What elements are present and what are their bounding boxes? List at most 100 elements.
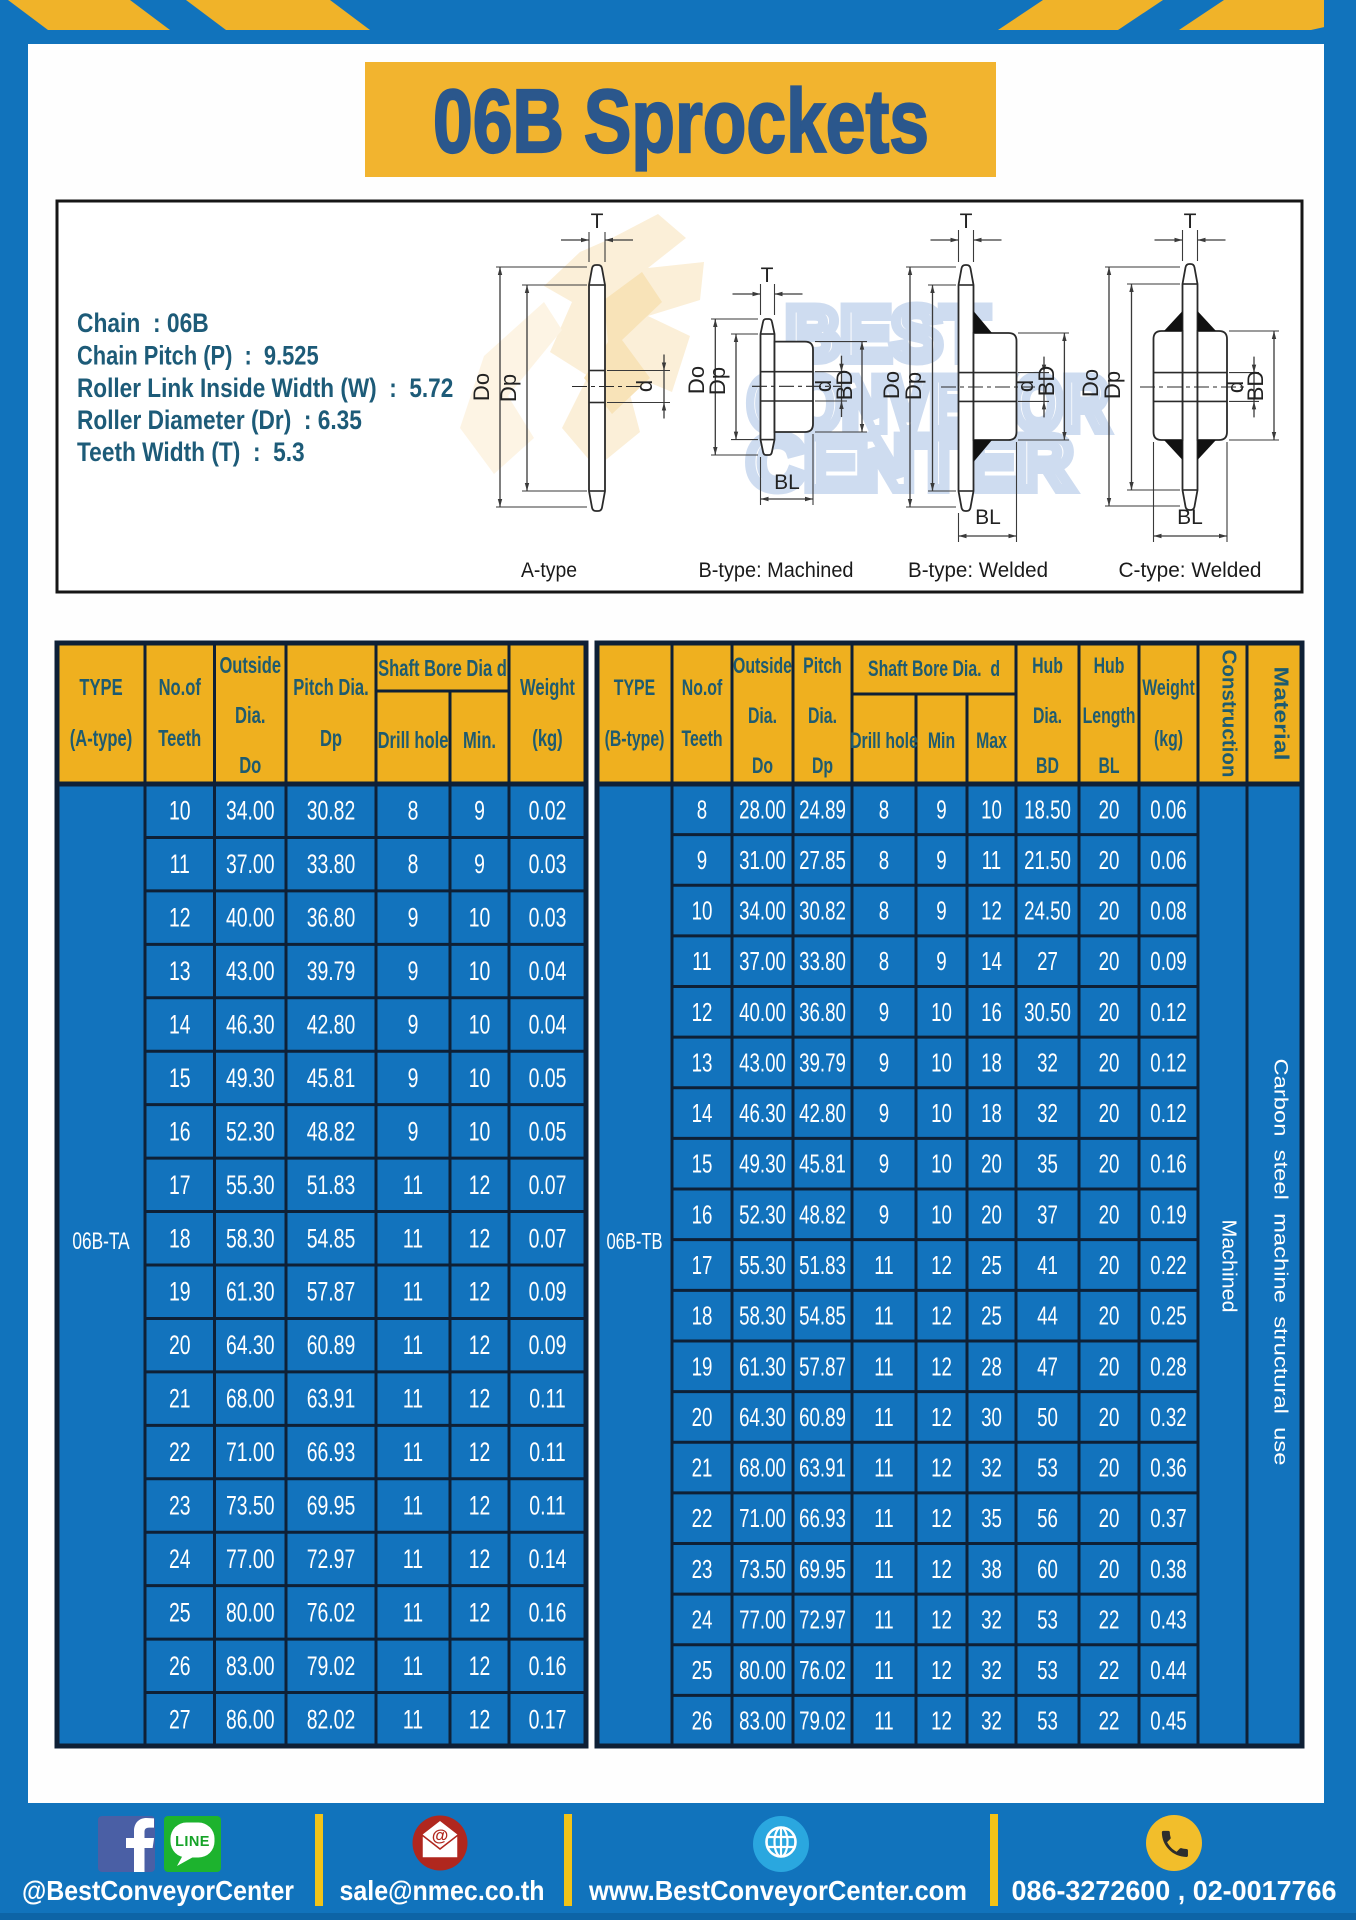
svg-text:69.95: 69.95 — [799, 1554, 846, 1584]
svg-text:11: 11 — [874, 1453, 893, 1483]
svg-text:0.44: 0.44 — [1150, 1655, 1186, 1685]
svg-text:10: 10 — [469, 1063, 491, 1093]
svg-text:63.91: 63.91 — [307, 1384, 356, 1414]
svg-text:12: 12 — [469, 1491, 491, 1521]
svg-text:18: 18 — [981, 1098, 1002, 1128]
svg-text:12: 12 — [931, 1453, 952, 1483]
svg-text:13: 13 — [169, 956, 191, 986]
svg-text:28.00: 28.00 — [739, 794, 786, 824]
svg-text:37.00: 37.00 — [739, 946, 786, 976]
svg-text:Hub: Hub — [1032, 653, 1063, 678]
svg-text:11: 11 — [874, 1301, 893, 1331]
svg-text:12: 12 — [469, 1170, 491, 1200]
svg-text:Teeth: Teeth — [681, 726, 722, 751]
svg-text:Dia.: Dia. — [1033, 703, 1062, 728]
svg-text:86.00: 86.00 — [226, 1704, 275, 1734]
svg-text:11: 11 — [874, 1503, 893, 1533]
svg-text:Teeth Width (T) : 5.3: Teeth Width (T) : 5.3 — [77, 437, 305, 467]
svg-text:35: 35 — [1037, 1149, 1058, 1179]
svg-text:Roller Link Inside Width (W): Roller Link Inside Width (W) : 5.72 — [77, 373, 453, 403]
svg-text:10: 10 — [931, 1199, 952, 1229]
svg-text:10: 10 — [931, 1047, 952, 1077]
svg-text:0.09: 0.09 — [529, 1330, 567, 1360]
svg-text:71.00: 71.00 — [739, 1503, 786, 1533]
svg-text:25: 25 — [981, 1250, 1002, 1280]
svg-text:53: 53 — [1037, 1604, 1058, 1634]
svg-text:0.05: 0.05 — [529, 1116, 567, 1146]
svg-text:60.89: 60.89 — [799, 1402, 846, 1432]
svg-text:52.30: 52.30 — [226, 1116, 275, 1146]
svg-text:66.93: 66.93 — [799, 1503, 846, 1533]
svg-text:9: 9 — [879, 997, 889, 1027]
svg-text:47: 47 — [1037, 1351, 1058, 1381]
svg-text:27.85: 27.85 — [799, 845, 846, 875]
svg-text:61.30: 61.30 — [226, 1277, 275, 1307]
svg-text:11: 11 — [403, 1491, 423, 1521]
svg-text:10: 10 — [931, 1149, 952, 1179]
svg-text:20: 20 — [981, 1199, 1002, 1229]
svg-text:06B-TB: 06B-TB — [606, 1228, 662, 1254]
svg-text:10: 10 — [469, 903, 491, 933]
svg-text:Pitch: Pitch — [803, 653, 842, 678]
svg-text:79.02: 79.02 — [307, 1651, 356, 1681]
svg-text:19: 19 — [169, 1277, 191, 1307]
svg-text:12: 12 — [931, 1402, 952, 1432]
svg-text:11: 11 — [874, 1554, 893, 1584]
svg-text:8: 8 — [408, 796, 419, 826]
svg-text:0.06: 0.06 — [1150, 845, 1186, 875]
svg-text:0.22: 0.22 — [1150, 1250, 1186, 1280]
svg-text:(kg): (kg) — [1154, 726, 1183, 751]
svg-text:10: 10 — [692, 896, 713, 926]
svg-text:Teeth: Teeth — [158, 725, 201, 751]
svg-text:51.83: 51.83 — [307, 1170, 356, 1200]
svg-text:20: 20 — [1099, 997, 1120, 1027]
svg-text:Hub: Hub — [1094, 653, 1125, 678]
svg-text:Dp: Dp — [496, 374, 521, 402]
svg-text:53: 53 — [1037, 1706, 1058, 1736]
svg-text:42.80: 42.80 — [307, 1010, 356, 1040]
svg-text:12: 12 — [931, 1250, 952, 1280]
svg-text:Dia.: Dia. — [808, 703, 837, 728]
svg-text:18: 18 — [981, 1047, 1002, 1077]
svg-text:45.81: 45.81 — [307, 1063, 356, 1093]
svg-text:d: d — [1013, 380, 1038, 392]
svg-text:45.81: 45.81 — [799, 1149, 846, 1179]
svg-text:55.30: 55.30 — [226, 1170, 275, 1200]
svg-text:24.89: 24.89 — [799, 794, 846, 824]
svg-text:Shaft Bore Dia d: Shaft Bore Dia d — [378, 655, 507, 681]
svg-text:37.00: 37.00 — [226, 849, 275, 879]
svg-text:12: 12 — [469, 1704, 491, 1734]
svg-text:40.00: 40.00 — [226, 903, 275, 933]
svg-text:69.95: 69.95 — [307, 1491, 356, 1521]
svg-text:18.50: 18.50 — [1024, 794, 1071, 824]
svg-text:49.30: 49.30 — [739, 1149, 786, 1179]
svg-text:38: 38 — [981, 1554, 1002, 1584]
svg-text:10: 10 — [981, 794, 1002, 824]
svg-text:34.00: 34.00 — [226, 796, 275, 826]
svg-text:11: 11 — [403, 1597, 423, 1627]
svg-text:28: 28 — [981, 1351, 1002, 1381]
svg-text:32: 32 — [981, 1453, 1002, 1483]
svg-text:Do: Do — [469, 373, 494, 401]
svg-text:15: 15 — [692, 1149, 713, 1179]
svg-text:T: T — [960, 210, 973, 233]
svg-text:Chain : 06B: Chain : 06B — [77, 308, 209, 338]
svg-text:64.30: 64.30 — [739, 1402, 786, 1432]
svg-text:12: 12 — [469, 1330, 491, 1360]
svg-text:12: 12 — [981, 896, 1002, 926]
svg-text:0.04: 0.04 — [529, 1010, 567, 1040]
svg-text:12: 12 — [931, 1706, 952, 1736]
svg-text:68.00: 68.00 — [226, 1384, 275, 1414]
svg-text:0.38: 0.38 — [1150, 1554, 1186, 1584]
svg-text:0.36: 0.36 — [1150, 1453, 1186, 1483]
svg-text:20: 20 — [1099, 794, 1120, 824]
svg-text:57.87: 57.87 — [799, 1351, 846, 1381]
svg-text:9: 9 — [474, 849, 485, 879]
svg-text:63.91: 63.91 — [799, 1453, 846, 1483]
svg-text:0.11: 0.11 — [529, 1437, 565, 1467]
svg-text:12: 12 — [469, 1437, 491, 1467]
svg-text:12: 12 — [469, 1384, 491, 1414]
svg-text:Min.: Min. — [463, 727, 496, 753]
svg-text:Min: Min — [928, 728, 955, 753]
svg-text:0.05: 0.05 — [529, 1063, 567, 1093]
